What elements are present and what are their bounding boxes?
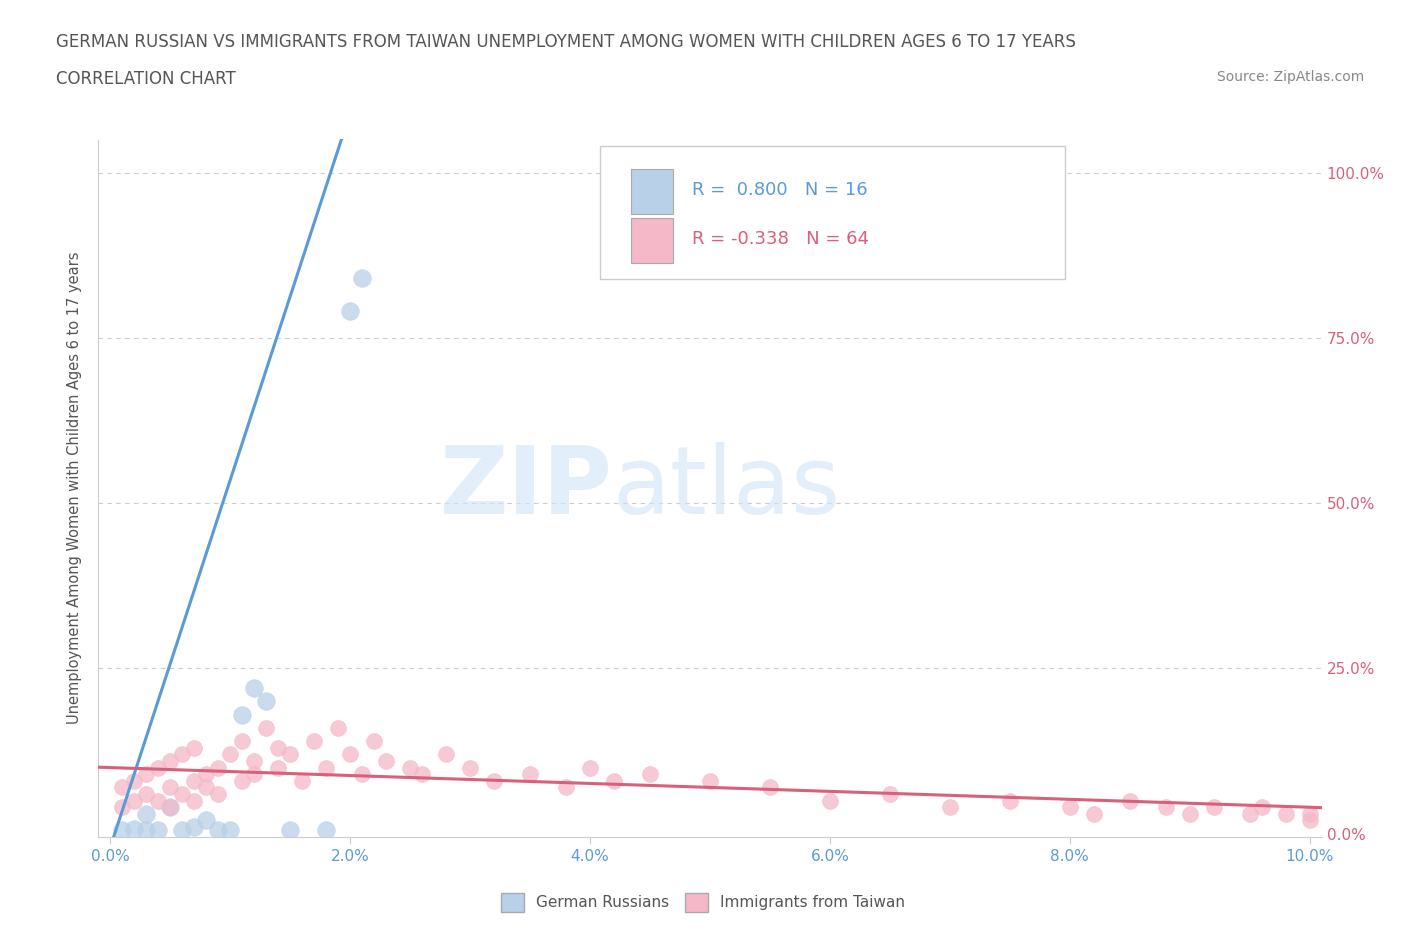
Point bbox=[278, 747, 301, 762]
Point bbox=[254, 721, 277, 736]
Point bbox=[638, 766, 661, 781]
Point bbox=[1298, 806, 1320, 821]
Point bbox=[231, 707, 253, 722]
Point bbox=[195, 766, 218, 781]
Point bbox=[243, 766, 266, 781]
Point bbox=[111, 823, 134, 838]
Point bbox=[1119, 793, 1142, 808]
Text: Source: ZipAtlas.com: Source: ZipAtlas.com bbox=[1216, 70, 1364, 84]
Point bbox=[159, 800, 181, 815]
Point bbox=[148, 793, 170, 808]
Text: ZIP: ZIP bbox=[439, 443, 612, 534]
Point bbox=[555, 780, 578, 795]
Point bbox=[135, 787, 157, 802]
FancyBboxPatch shape bbox=[600, 147, 1064, 279]
Point bbox=[482, 774, 505, 789]
Point bbox=[998, 793, 1021, 808]
Point bbox=[328, 721, 350, 736]
Text: atlas: atlas bbox=[612, 443, 841, 534]
Point bbox=[759, 780, 782, 795]
Point bbox=[1178, 806, 1201, 821]
Text: GERMAN RUSSIAN VS IMMIGRANTS FROM TAIWAN UNEMPLOYMENT AMONG WOMEN WITH CHILDREN : GERMAN RUSSIAN VS IMMIGRANTS FROM TAIWAN… bbox=[56, 33, 1076, 50]
Point bbox=[352, 766, 374, 781]
Point bbox=[315, 823, 337, 838]
Point bbox=[231, 734, 253, 749]
Point bbox=[243, 681, 266, 696]
Point bbox=[207, 760, 229, 775]
Point bbox=[159, 780, 181, 795]
Text: CORRELATION CHART: CORRELATION CHART bbox=[56, 70, 236, 87]
Point bbox=[879, 787, 901, 802]
Legend: German Russians, Immigrants from Taiwan: German Russians, Immigrants from Taiwan bbox=[495, 887, 911, 918]
Point bbox=[183, 819, 205, 834]
Point bbox=[339, 747, 361, 762]
Point bbox=[207, 787, 229, 802]
Point bbox=[699, 774, 721, 789]
Point bbox=[278, 823, 301, 838]
Point bbox=[124, 821, 146, 836]
Point bbox=[183, 740, 205, 755]
Point bbox=[148, 823, 170, 838]
Point bbox=[399, 760, 422, 775]
Point bbox=[172, 823, 194, 838]
Point bbox=[291, 774, 314, 789]
Point bbox=[243, 753, 266, 768]
Point bbox=[135, 823, 157, 838]
Point bbox=[1202, 800, 1225, 815]
Point bbox=[939, 800, 962, 815]
Point bbox=[183, 793, 205, 808]
Point bbox=[219, 823, 242, 838]
FancyBboxPatch shape bbox=[630, 169, 673, 215]
Point bbox=[207, 823, 229, 838]
Point bbox=[579, 760, 602, 775]
Point bbox=[1083, 806, 1105, 821]
Point bbox=[267, 760, 290, 775]
Point bbox=[172, 787, 194, 802]
Point bbox=[135, 766, 157, 781]
Point bbox=[818, 793, 841, 808]
Point bbox=[434, 747, 457, 762]
Point bbox=[135, 806, 157, 821]
Text: R =  0.800   N = 16: R = 0.800 N = 16 bbox=[692, 180, 868, 199]
Point bbox=[267, 740, 290, 755]
Point bbox=[111, 800, 134, 815]
Text: R = -0.338   N = 64: R = -0.338 N = 64 bbox=[692, 230, 869, 247]
Point bbox=[1250, 800, 1272, 815]
Point bbox=[375, 753, 398, 768]
Point bbox=[254, 694, 277, 709]
Point bbox=[148, 760, 170, 775]
Point bbox=[159, 800, 181, 815]
Y-axis label: Unemployment Among Women with Children Ages 6 to 17 years: Unemployment Among Women with Children A… bbox=[67, 252, 83, 724]
Point bbox=[458, 760, 481, 775]
Point bbox=[231, 774, 253, 789]
Point bbox=[219, 747, 242, 762]
Point bbox=[1274, 806, 1296, 821]
Point bbox=[1298, 813, 1320, 828]
Point bbox=[315, 760, 337, 775]
Point bbox=[1239, 806, 1261, 821]
Point bbox=[339, 304, 361, 319]
Point bbox=[172, 747, 194, 762]
Point bbox=[603, 774, 626, 789]
Point bbox=[304, 734, 326, 749]
Point bbox=[195, 780, 218, 795]
Point bbox=[195, 813, 218, 828]
Point bbox=[124, 774, 146, 789]
Point bbox=[352, 271, 374, 286]
Point bbox=[183, 774, 205, 789]
FancyBboxPatch shape bbox=[630, 218, 673, 263]
Point bbox=[124, 793, 146, 808]
Point bbox=[1059, 800, 1081, 815]
Point bbox=[411, 766, 433, 781]
Point bbox=[111, 780, 134, 795]
Point bbox=[1154, 800, 1177, 815]
Point bbox=[363, 734, 385, 749]
Point bbox=[519, 766, 541, 781]
Point bbox=[159, 753, 181, 768]
